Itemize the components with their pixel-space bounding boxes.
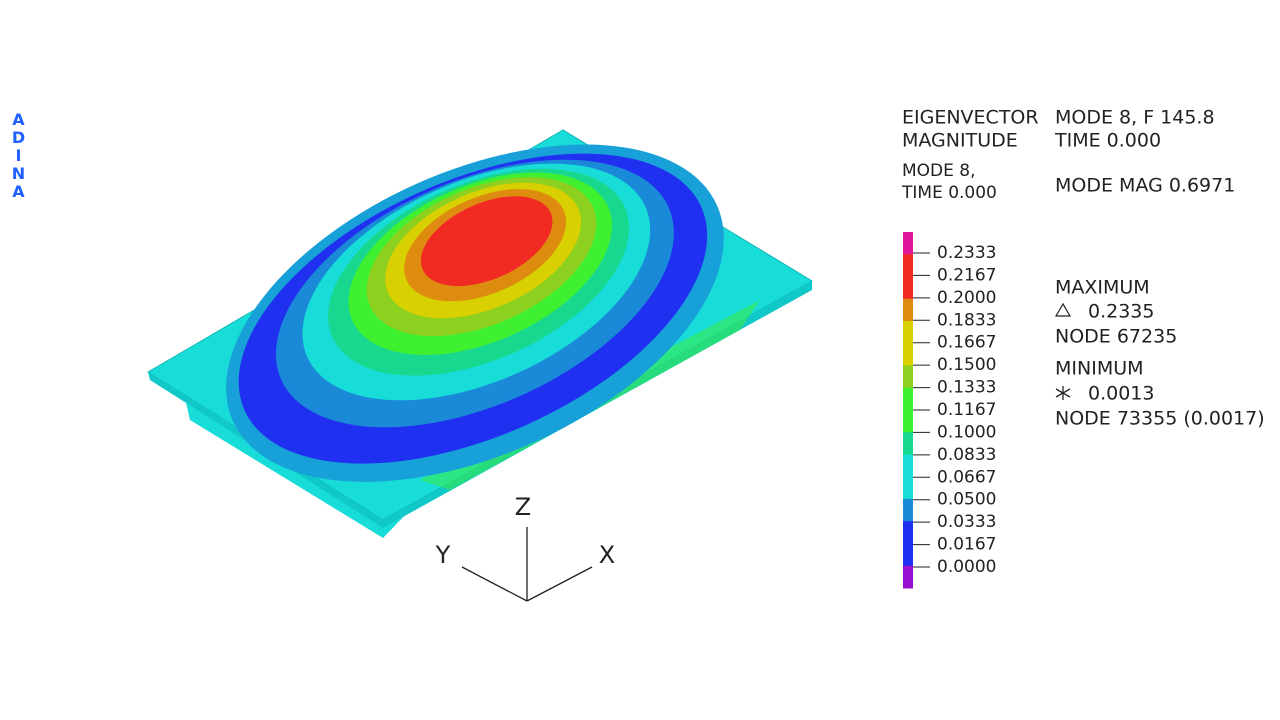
legend-label: 0.2333	[937, 243, 996, 263]
legend-band	[903, 565, 913, 589]
min-symbol	[1055, 386, 1071, 400]
max-symbol	[1054, 302, 1072, 317]
legend-band	[903, 432, 913, 455]
legend-label: 0.1000	[937, 422, 996, 442]
legend-label: 0.1667	[937, 333, 996, 353]
legend-band	[903, 254, 913, 277]
time: TIME 0.000	[1054, 130, 1161, 152]
legend-band	[903, 276, 913, 300]
legend-band	[903, 476, 913, 500]
model	[147, 129, 813, 538]
min-title: MINIMUM	[1055, 358, 1144, 380]
min-value: 0.0013	[1088, 383, 1154, 405]
legend-band	[903, 321, 913, 344]
subtitle: MODE 8,	[902, 161, 976, 181]
quantity: MAGNITUDE	[902, 130, 1018, 152]
legend-label: 0.0833	[937, 445, 996, 465]
max-value: 0.2335	[1088, 301, 1154, 323]
legend-label: 0.0167	[937, 535, 996, 555]
brand: ADINA	[9, 110, 28, 200]
mode-mag: MODE MAG 0.6971	[1055, 175, 1235, 197]
legend-band	[903, 343, 913, 366]
triad	[461, 527, 593, 602]
legend-band	[903, 232, 913, 255]
legend-label: 0.2000	[937, 288, 996, 308]
max-title: MAXIMUM	[1055, 277, 1150, 299]
contours	[226, 144, 724, 482]
legend-label: 0.1833	[937, 310, 996, 330]
legend-band	[903, 454, 913, 478]
legend-label: 0.0667	[937, 467, 996, 487]
legend-band	[903, 543, 913, 567]
legend-band	[903, 365, 913, 389]
legend-band	[903, 387, 913, 411]
max-node: NODE 67235	[1055, 326, 1177, 348]
legend-band	[903, 410, 913, 433]
legend-label: 0.2167	[937, 265, 996, 285]
legend-label: 0.1500	[937, 355, 996, 375]
quantity: EIGENVECTOR	[902, 107, 1039, 129]
legend-band	[903, 499, 913, 522]
legend-label: 0.0500	[937, 490, 996, 510]
legend-label: 0.0000	[937, 557, 996, 577]
legend-label: 0.0333	[937, 512, 996, 532]
axis-x: X	[599, 541, 615, 569]
legend-label: 0.1167	[937, 400, 996, 420]
axis-y: Y	[435, 541, 451, 569]
mode: MODE 8, F 145.8	[1055, 107, 1215, 129]
min-node: NODE 73355 (0.0017)	[1055, 408, 1265, 430]
axis-z: Z	[515, 493, 531, 521]
legend-band	[903, 521, 913, 544]
legend-band	[903, 298, 913, 322]
legend-label: 0.1333	[937, 378, 996, 398]
subtitle: TIME 0.000	[901, 183, 997, 203]
